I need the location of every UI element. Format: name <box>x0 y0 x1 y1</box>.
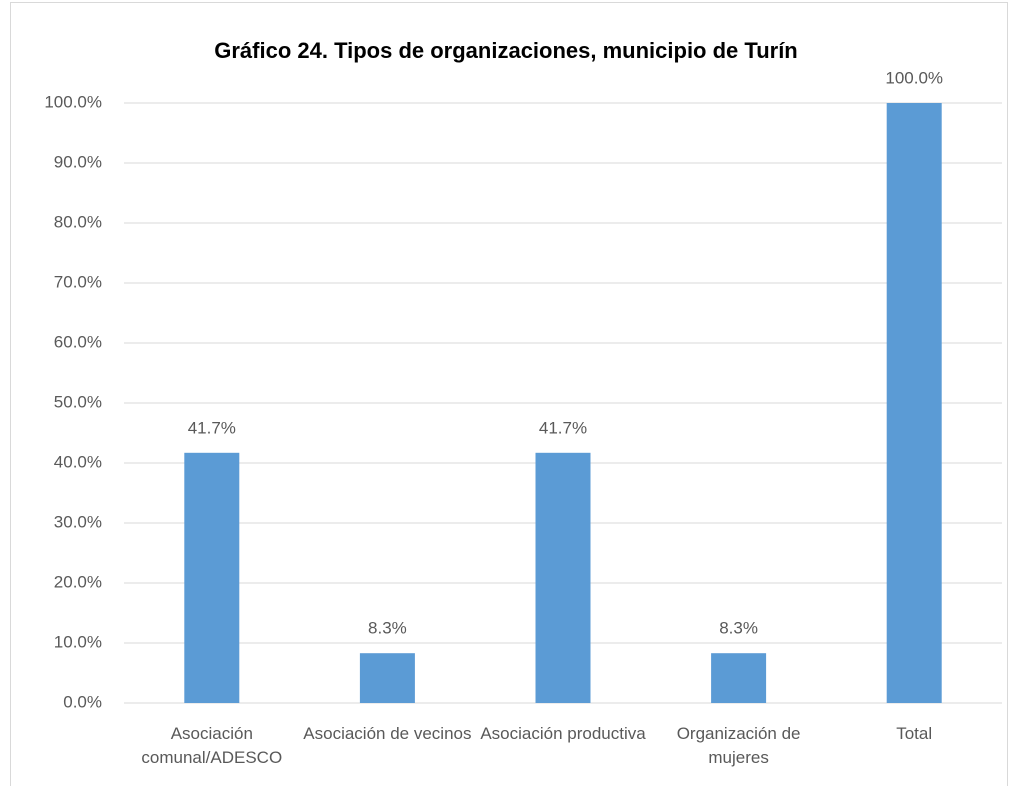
y-tick-label: 10.0% <box>54 632 102 651</box>
y-tick-label: 40.0% <box>54 452 102 471</box>
y-tick-label: 80.0% <box>54 212 102 231</box>
x-tick-label: Asociación productiva <box>480 724 646 743</box>
y-tick-label: 0.0% <box>63 692 102 711</box>
y-tick-label: 90.0% <box>54 152 102 171</box>
y-tick-label: 30.0% <box>54 512 102 531</box>
data-label: 8.3% <box>719 619 758 638</box>
y-tick-label: 70.0% <box>54 272 102 291</box>
data-label: 41.7% <box>188 418 236 437</box>
bar <box>535 452 591 703</box>
bar <box>711 653 767 703</box>
x-tick-label: Total <box>896 724 933 743</box>
data-label: 100.0% <box>885 68 943 87</box>
bar <box>184 452 240 703</box>
y-tick-label: 100.0% <box>44 92 102 111</box>
chart-border <box>10 2 1008 786</box>
x-tick-label: Asociación comunal/ADESCO <box>141 724 283 767</box>
y-tick-label: 20.0% <box>54 572 102 591</box>
y-tick-label: 60.0% <box>54 332 102 351</box>
chart-title: Gráfico 24. Tipos de organizaciones, mun… <box>214 38 798 63</box>
x-tick-label: Organización de mujeres <box>676 724 801 767</box>
bar <box>886 103 942 703</box>
data-label: 8.3% <box>368 619 407 638</box>
bar <box>359 653 415 703</box>
data-label: 41.7% <box>539 418 587 437</box>
y-tick-label: 50.0% <box>54 392 102 411</box>
x-tick-label: Asociación de vecinos <box>303 724 472 743</box>
